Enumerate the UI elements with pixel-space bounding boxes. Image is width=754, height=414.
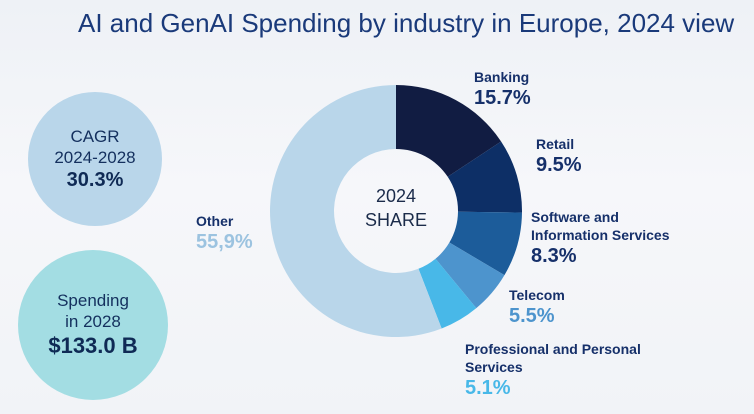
label-professional: Professional and Personal Services 5.1%: [465, 340, 641, 400]
label-retail-pct: 9.5%: [536, 154, 582, 176]
label-telecom-pct: 5.5%: [509, 305, 555, 327]
label-other-name: Other: [196, 213, 234, 229]
label-professional-pct: 5.1%: [465, 377, 511, 399]
center-year: 2024: [375, 186, 417, 206]
label-retail-name: Retail: [536, 136, 575, 152]
cagr-label-line2: 2024-2028: [54, 148, 136, 167]
donut-slice-other: [270, 85, 442, 337]
label-professional-name-2: Services: [465, 359, 523, 375]
spending-label-line2: in 2028: [65, 312, 121, 331]
label-software-name-2: Information Services: [531, 227, 670, 243]
spending-label-line1: Spending: [57, 291, 129, 310]
cagr-value: 30.3%: [66, 169, 124, 191]
spending-bubble: Spending in 2028 $133.0 B: [18, 250, 168, 400]
donut-slice-professional: [418, 258, 477, 329]
label-banking-name: Banking: [474, 69, 530, 85]
label-software-pct: 8.3%: [531, 245, 577, 267]
label-banking-pct: 15.7%: [474, 87, 531, 109]
cagr-bubble: CAGR 2024-2028 30.3%: [28, 92, 162, 226]
label-banking: Banking 15.7%: [474, 68, 531, 110]
cagr-label-line1: CAGR: [70, 127, 120, 146]
label-other: Other 55,9%: [196, 212, 253, 254]
label-telecom: Telecom 5.5%: [509, 286, 565, 328]
donut-slice-banking: [396, 85, 502, 177]
donut-center-label: 2024 SHARE: [346, 184, 446, 232]
label-other-pct: 55,9%: [196, 231, 253, 253]
label-professional-name-1: Professional and Personal: [465, 341, 641, 357]
center-share: SHARE: [364, 210, 427, 230]
chart-title: AI and GenAI Spending by industry in Eur…: [78, 8, 735, 38]
label-software-name-1: Software and: [531, 209, 619, 225]
donut-slice-software: [449, 211, 522, 276]
label-telecom-name: Telecom: [509, 287, 565, 303]
donut-slice-telecom: [435, 242, 505, 309]
donut-slice-retail: [447, 141, 522, 213]
label-retail: Retail 9.5%: [536, 135, 582, 177]
spending-value: $133.0 B: [48, 333, 138, 358]
label-software: Software and Information Services 8.3%: [531, 208, 670, 268]
